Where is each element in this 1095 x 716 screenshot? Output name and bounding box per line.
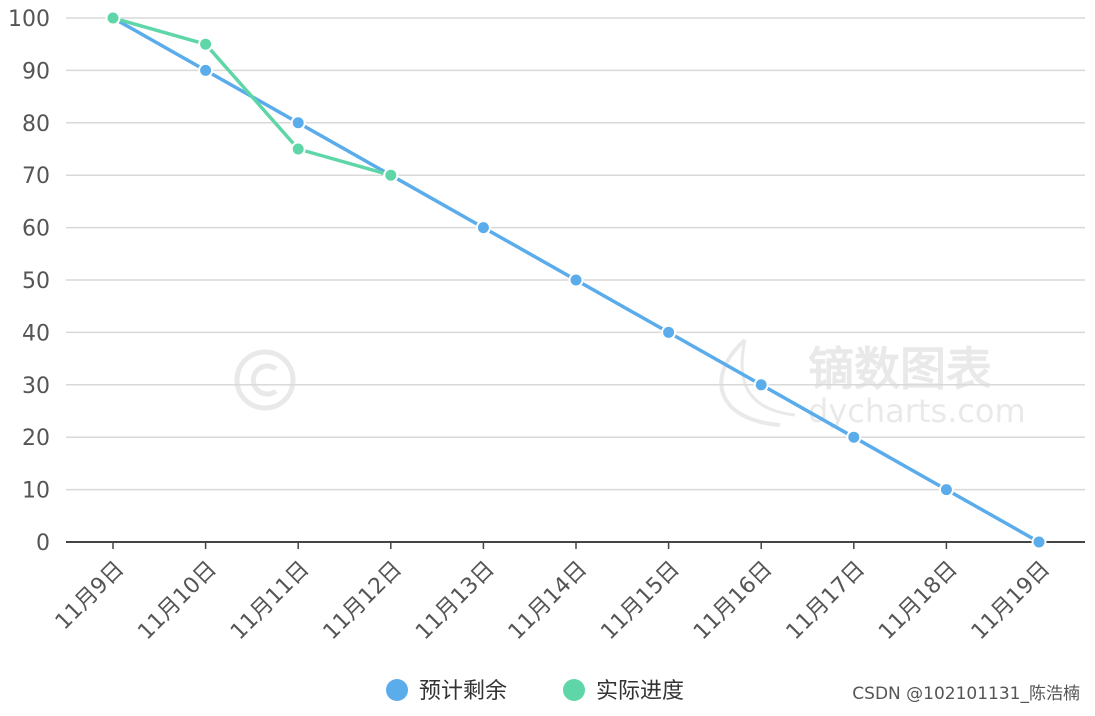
data-point[interactable] bbox=[198, 36, 214, 52]
data-point[interactable] bbox=[661, 324, 677, 340]
data-point[interactable] bbox=[383, 167, 399, 183]
x-tick-label: 11月19日 bbox=[967, 557, 1055, 645]
y-axis-ticks: 0 10 20 30 40 50 60 70 80 90 100 bbox=[8, 7, 50, 556]
watermark-swoosh-logo bbox=[719, 338, 796, 427]
data-point[interactable] bbox=[846, 429, 862, 445]
data-point[interactable] bbox=[1031, 534, 1047, 550]
watermark-copyright-logo bbox=[234, 349, 296, 411]
legend-label: 预计剩余 bbox=[419, 679, 507, 704]
x-tick-label: 11月12日 bbox=[319, 557, 407, 645]
x-tick-label: 11月17日 bbox=[782, 557, 870, 645]
watermark-brand-text: 镝数图表 bbox=[808, 342, 992, 396]
series-group bbox=[105, 10, 399, 183]
x-tick-label: 11月11日 bbox=[226, 557, 314, 645]
x-tick-label: 11月14日 bbox=[504, 557, 592, 645]
legend-item[interactable]: 预计剩余 bbox=[386, 679, 507, 704]
data-point[interactable] bbox=[290, 141, 306, 157]
y-tick-label: 0 bbox=[36, 531, 50, 556]
y-tick-label: 20 bbox=[22, 426, 50, 451]
data-point[interactable] bbox=[938, 482, 954, 498]
data-point[interactable] bbox=[290, 115, 306, 131]
y-tick-label: 60 bbox=[22, 217, 50, 242]
y-tick-label: 70 bbox=[22, 164, 50, 189]
y-tick-label: 40 bbox=[22, 321, 50, 346]
legend-label: 实际进度 bbox=[596, 679, 684, 704]
y-tick-label: 80 bbox=[22, 112, 50, 137]
x-tick-label: 11月13日 bbox=[411, 557, 499, 645]
legend: 预计剩余 实际进度 bbox=[386, 679, 684, 704]
x-tick-label: 11月9日 bbox=[51, 557, 129, 635]
legend-marker bbox=[563, 679, 585, 701]
y-tick-label: 10 bbox=[22, 479, 50, 504]
x-axis-ticks: 11月9日 11月10日 11月11日 11月12日 11月13日 11月14日 11月15… bbox=[51, 542, 1055, 645]
y-tick-label: 30 bbox=[22, 374, 50, 399]
credit-text: CSDN @102101131_陈浩楠 bbox=[852, 684, 1080, 704]
series-layer bbox=[105, 10, 1047, 550]
data-point[interactable] bbox=[198, 62, 214, 78]
data-point[interactable] bbox=[475, 220, 491, 236]
data-point[interactable] bbox=[568, 272, 584, 288]
y-tick-label: 90 bbox=[22, 59, 50, 84]
legend-item[interactable]: 实际进度 bbox=[563, 679, 684, 704]
x-tick-label: 11月16日 bbox=[689, 557, 777, 645]
x-tick-label: 11月10日 bbox=[133, 557, 221, 645]
data-point[interactable] bbox=[753, 377, 769, 393]
x-tick-label: 11月15日 bbox=[596, 557, 684, 645]
grid-lines bbox=[66, 17, 1085, 491]
x-tick-label: 11月18日 bbox=[874, 557, 962, 645]
watermark-site-text: dycharts.com bbox=[808, 392, 1026, 430]
data-point[interactable] bbox=[105, 10, 121, 26]
y-tick-label: 100 bbox=[8, 7, 50, 32]
series-group bbox=[105, 10, 1047, 550]
legend-marker bbox=[386, 679, 408, 701]
y-tick-label: 50 bbox=[22, 269, 50, 294]
watermark: 镝数图表 dycharts.com bbox=[234, 338, 1026, 430]
series-line bbox=[112, 16, 392, 177]
